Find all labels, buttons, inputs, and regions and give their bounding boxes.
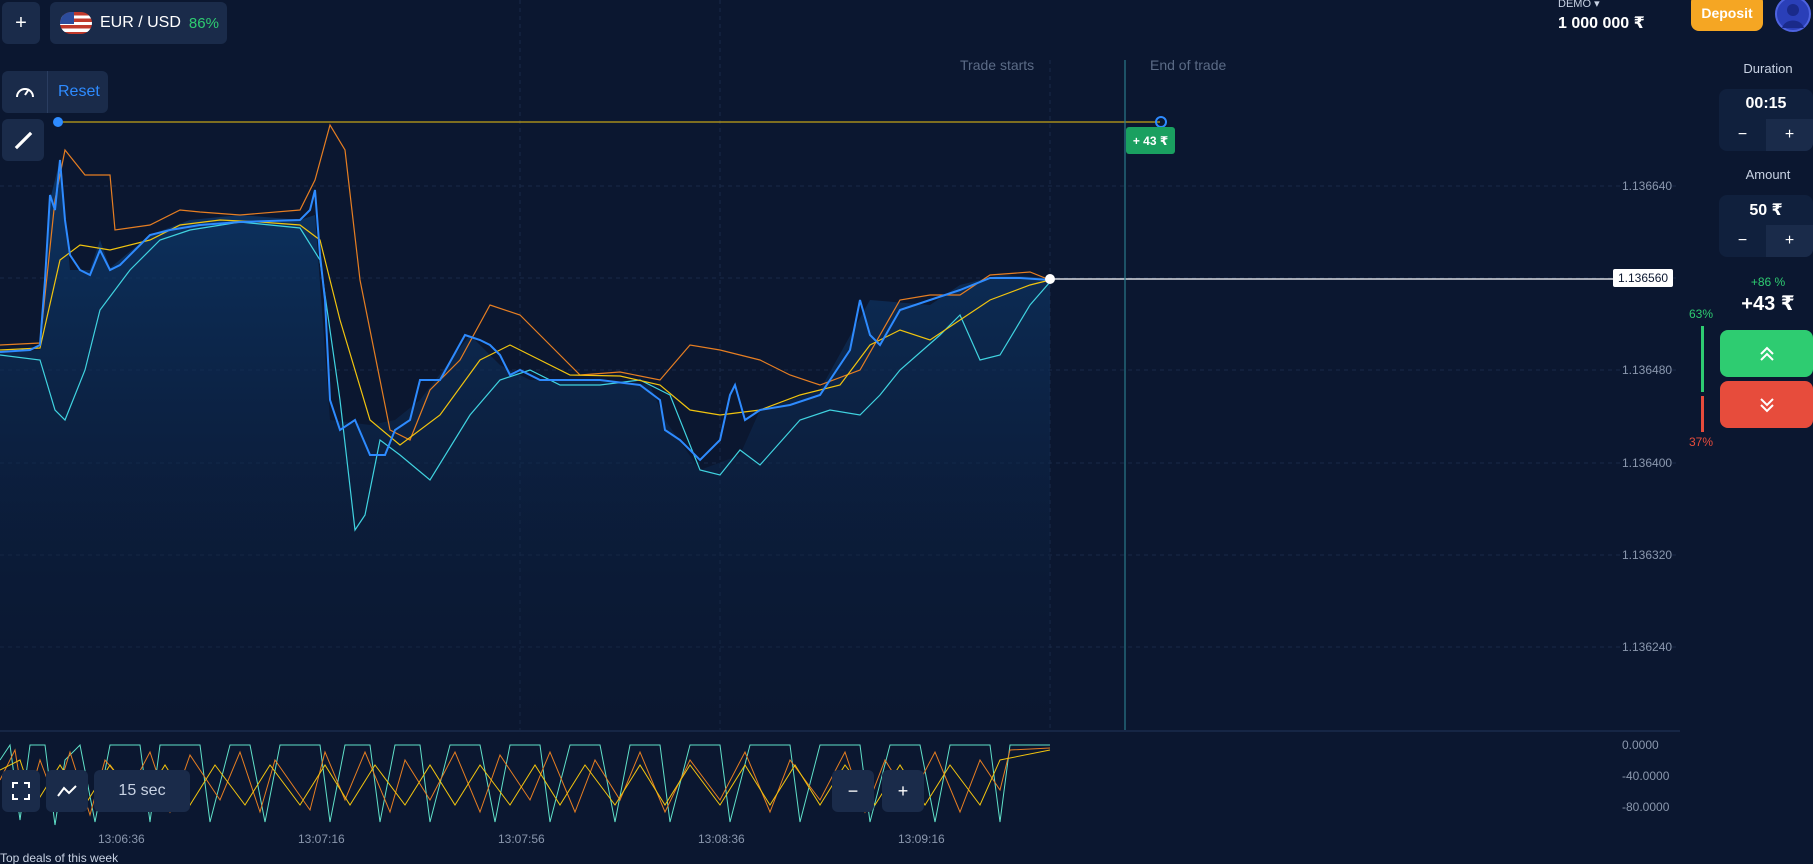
user-icon (1782, 4, 1804, 28)
reset-button[interactable]: Reset (58, 83, 100, 100)
oscillator-level-label: 0.0000 (1622, 738, 1659, 752)
down-ratio-bar (1701, 396, 1704, 432)
speedometer-icon[interactable] (2, 71, 48, 113)
up-ratio-bar (1701, 326, 1704, 392)
oscillator-line-a (0, 743, 1050, 826)
up-percent: 63% (1689, 307, 1714, 321)
moving-average-line (0, 219, 1051, 446)
duration-plus-button[interactable]: + (1766, 119, 1813, 151)
time-axis-label: 13:07:16 (298, 832, 345, 846)
add-asset-button[interactable]: + (2, 2, 40, 44)
lower-band-line (0, 221, 1051, 532)
upper-band-line (0, 123, 1051, 441)
price-area (0, 160, 1050, 730)
sell-down-button[interactable] (1720, 381, 1813, 428)
time-axis-label: 13:06:36 (98, 832, 145, 846)
avatar[interactable] (1775, 0, 1811, 32)
amount-plus-button[interactable]: + (1766, 225, 1813, 257)
zoom-in-button[interactable]: + (882, 770, 924, 812)
account-type-selector[interactable]: DEMO ▾ (1558, 0, 1600, 10)
double-chevron-up-icon (1759, 346, 1774, 361)
top-deals-link[interactable]: Top deals of this week (0, 851, 119, 864)
duration-value[interactable]: 00:15 (1745, 95, 1787, 112)
end-of-trade-label: End of trade (1150, 57, 1227, 73)
amount-label: Amount (1745, 167, 1791, 182)
price-level-label: 1.136640 (1622, 179, 1673, 193)
zoom-out-button[interactable]: − (832, 770, 874, 812)
amount-minus-button[interactable]: − (1737, 232, 1748, 249)
deposit-button[interactable]: Deposit (1691, 0, 1763, 31)
down-percent: 37% (1689, 435, 1714, 449)
profit-value: +43 ₹ (1741, 293, 1795, 315)
asset-payout: 86% (188, 14, 219, 32)
us-flag-icon (60, 12, 92, 34)
amount-value[interactable]: 50 ₹ (1749, 202, 1783, 219)
asset-name: EUR / USD (100, 14, 181, 31)
timeframe-button[interactable]: 15 sec (94, 770, 190, 812)
chart-type-button[interactable] (46, 770, 88, 812)
profit-badge: + 43 ₹ (1126, 127, 1175, 154)
oscillator-level-label: -80.0000 (1622, 800, 1670, 814)
current-price-label: 1.136560 (1613, 269, 1674, 287)
duration-control: 00:15 − + (1719, 89, 1813, 151)
account-balance: 1 000 000 ₹ (1558, 15, 1645, 32)
price-level-label: 1.136320 (1622, 548, 1673, 562)
brush-icon (14, 131, 33, 150)
fullscreen-button[interactable] (2, 770, 40, 812)
line-chart-icon (57, 785, 77, 797)
price-line (0, 159, 1051, 462)
double-chevron-down-icon (1759, 397, 1774, 412)
duration-minus-button[interactable]: − (1737, 126, 1748, 143)
price-level-label: 1.136240 (1622, 640, 1673, 654)
time-axis-label: 13:09:16 (898, 832, 945, 846)
trade-starts-label: Trade starts (960, 57, 1035, 73)
time-axis-label: 13:08:36 (698, 832, 745, 846)
account-type-label: DEMO (1558, 0, 1591, 10)
duration-label: Duration (1743, 61, 1793, 76)
amount-control: 50 ₹ − + (1719, 195, 1813, 257)
caret-down-icon: ▾ (1594, 0, 1600, 10)
price-level-label: 1.136480 (1622, 363, 1673, 377)
indicator-toolbar: Reset (2, 71, 108, 113)
asset-selector[interactable]: EUR / USD 86% (50, 2, 227, 44)
price-level-handle[interactable] (53, 117, 63, 127)
buy-up-button[interactable] (1720, 330, 1813, 377)
fullscreen-icon (12, 782, 30, 800)
price-level-label: 1.136400 (1622, 456, 1673, 470)
oscillator-level-label: -40.0000 (1622, 769, 1670, 783)
current-price-dot (1045, 274, 1055, 284)
time-axis-label: 13:07:56 (498, 832, 545, 846)
profit-percent: +86 % (1750, 275, 1786, 289)
drawing-tool-button[interactable] (2, 119, 44, 161)
